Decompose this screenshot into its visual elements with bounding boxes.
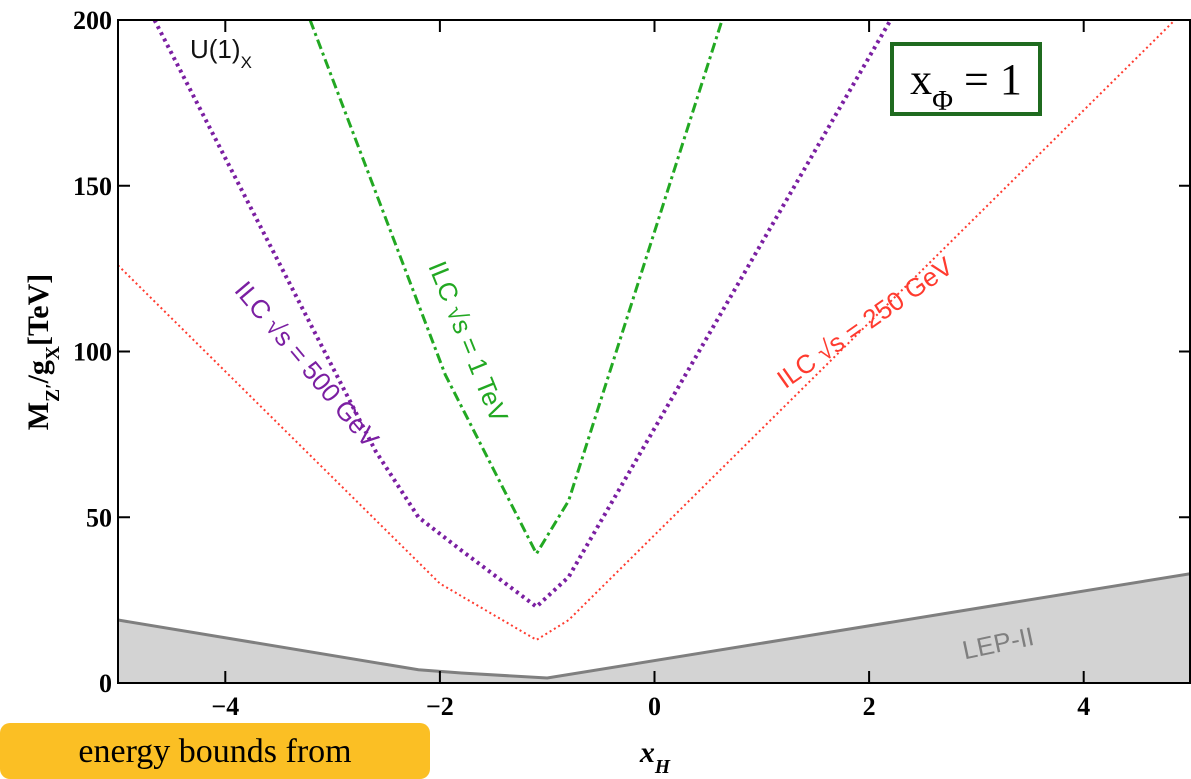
series-line <box>308 20 724 557</box>
series-label: ILC √s = 500 GeV <box>229 275 386 454</box>
y-axis-label-part: M <box>22 402 55 430</box>
x-axis-label: xH <box>639 736 671 778</box>
x-axis-label-part: x <box>639 736 655 769</box>
series-line <box>118 572 1191 680</box>
y-axis-label: MZ′/gX[TeV] <box>22 274 64 430</box>
caption: energy bounds from <box>78 733 351 770</box>
box-label-part: Φ <box>932 86 953 117</box>
y-axis-label-part: Z′ <box>43 383 64 402</box>
model-label: U(1)X <box>190 34 252 72</box>
y-tick-label: 200 <box>73 6 112 35</box>
y-tick-label: 0 <box>99 669 112 698</box>
x-tick-label: 2 <box>863 692 876 721</box>
box-label: xΦ = 1 <box>910 55 1022 117</box>
x-tick-label: 0 <box>648 692 661 721</box>
x-axis-label-part: H <box>654 757 671 778</box>
y-axis-label-part: [TeV] <box>22 274 55 346</box>
y-tick-label: 50 <box>86 503 112 532</box>
area <box>118 573 1191 683</box>
model-label-part: U(1) <box>190 34 241 64</box>
model-label-part: X <box>241 53 252 72</box>
box-label-part: x <box>910 55 932 104</box>
y-tick-label: 150 <box>73 172 112 201</box>
y-axis-label-part: X <box>43 346 64 360</box>
x-tick-label: −2 <box>426 692 454 721</box>
series-label: ILC √s = 1 TeV <box>422 257 514 427</box>
box-label-part: = 1 <box>953 55 1022 104</box>
x-tick-label: 4 <box>1077 692 1090 721</box>
y-tick-label: 100 <box>73 338 112 367</box>
series-line <box>118 20 1176 642</box>
y-axis-label-part: /g <box>22 360 55 384</box>
series-line <box>152 20 893 610</box>
series-label: ILC √s = 250 GeV <box>771 251 958 395</box>
caption-box <box>0 723 430 779</box>
x-tick-label: −4 <box>211 692 239 721</box>
annotation-box <box>890 42 1042 116</box>
